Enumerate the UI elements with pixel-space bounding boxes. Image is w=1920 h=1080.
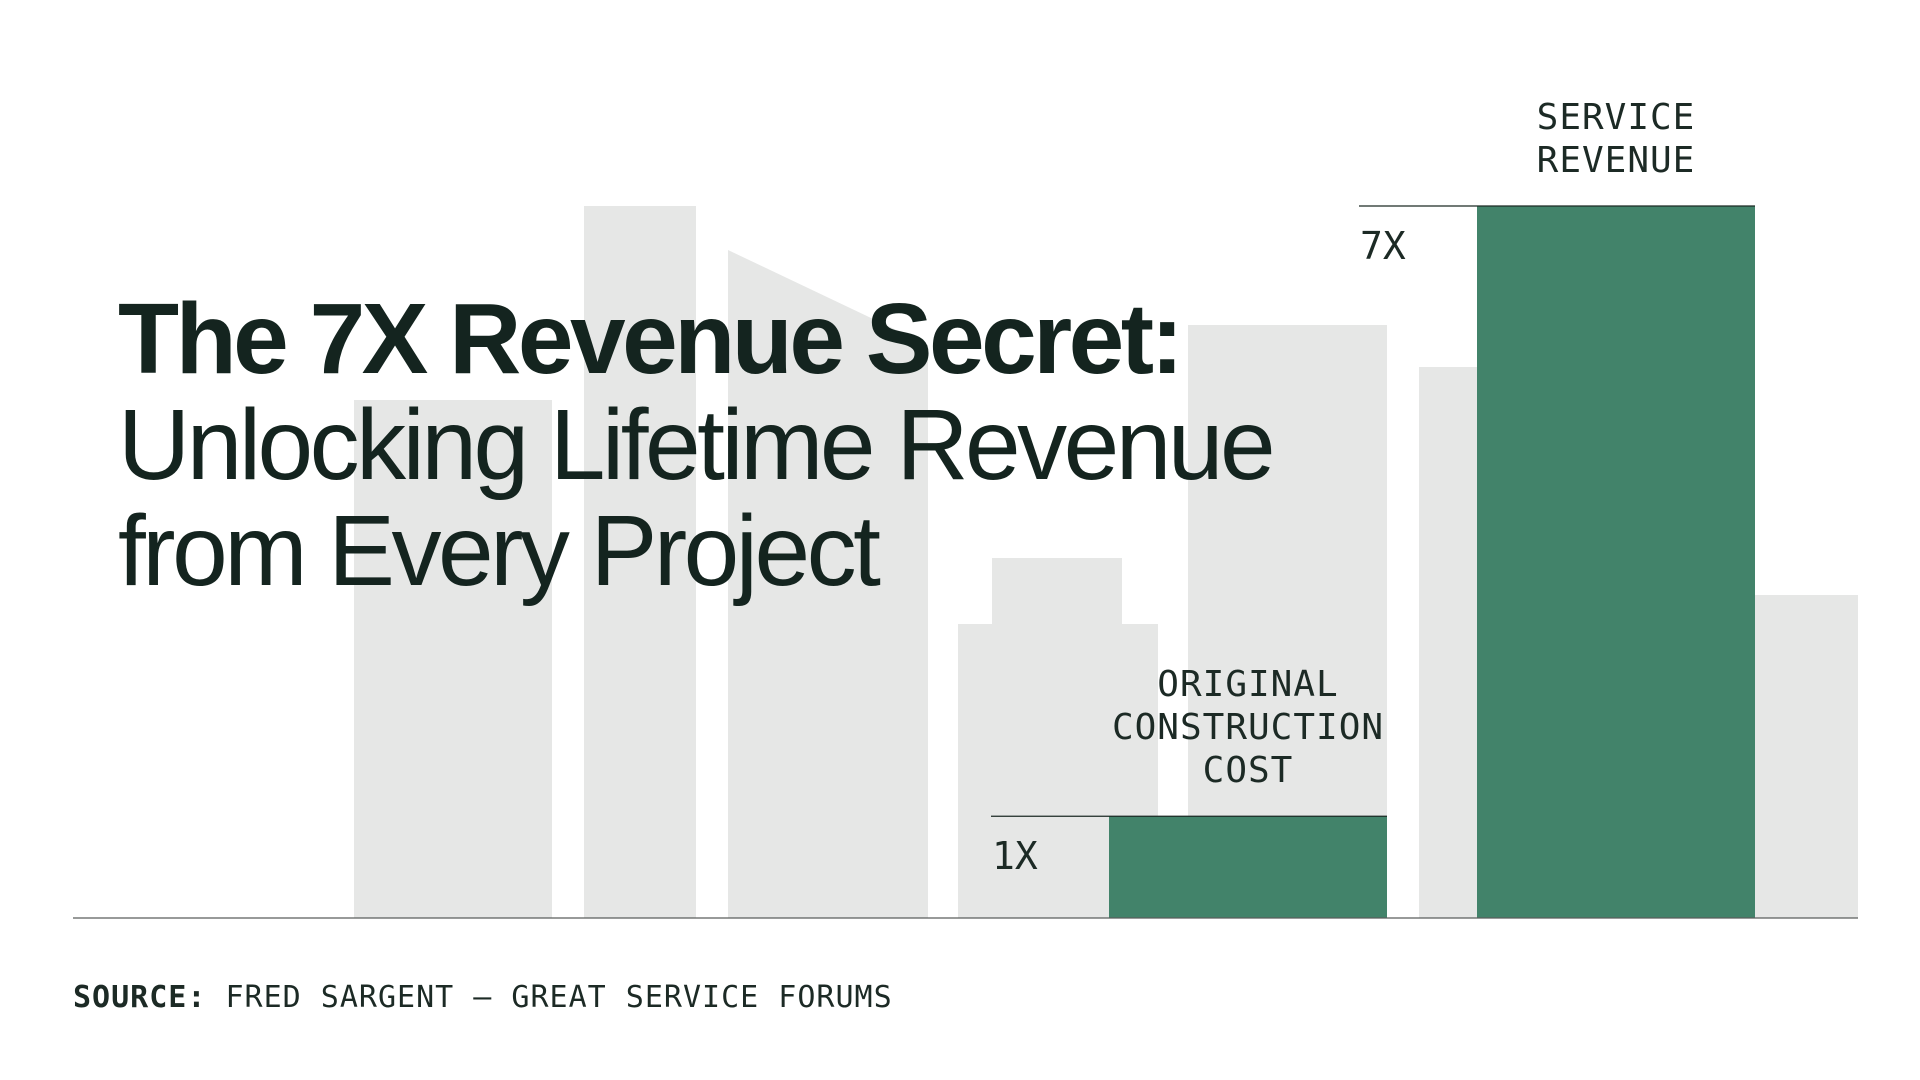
skyline-building (1419, 367, 1479, 918)
skyline-building (1754, 595, 1858, 918)
bar-service-revenue (1477, 206, 1755, 918)
category-label-line: ORIGINAL (1157, 664, 1339, 706)
title-line-subtitle: from Every Project (118, 495, 881, 607)
value-label-7x: 7X (1360, 224, 1406, 268)
title-line-bold: The 7X Revenue Secret: (118, 283, 1184, 395)
skyline-building (354, 400, 552, 918)
category-label-line: SERVICE (1536, 97, 1696, 138)
source-note: SOURCE: FRED SARGENT — GREAT SERVICE FOR… (73, 980, 893, 1015)
source-text: FRED SARGENT — GREAT SERVICE FORUMS (225, 980, 893, 1015)
skyline-building (584, 206, 696, 918)
title-line-subtitle: Unlocking Lifetime Revenue (118, 389, 1276, 501)
source-label: SOURCE: (73, 980, 207, 1015)
bar-original-construction-cost (1109, 816, 1387, 918)
category-label-original-construction-cost: ORIGINAL CONSTRUCTION COST (1079, 663, 1417, 792)
category-label-line: COST (1202, 750, 1294, 792)
category-label-line: CONSTRUCTION (1111, 707, 1385, 749)
skyline-building (992, 558, 1122, 628)
bar-series (991, 205, 1755, 918)
category-label-line: REVENUE (1536, 140, 1696, 181)
skyline-building (728, 250, 928, 918)
value-label-1x: 1X (992, 834, 1038, 879)
page-title: The 7X Revenue Secret: Unlocking Lifetim… (118, 286, 1418, 604)
category-label-service-revenue: SERVICE REVENUE (1447, 96, 1785, 182)
